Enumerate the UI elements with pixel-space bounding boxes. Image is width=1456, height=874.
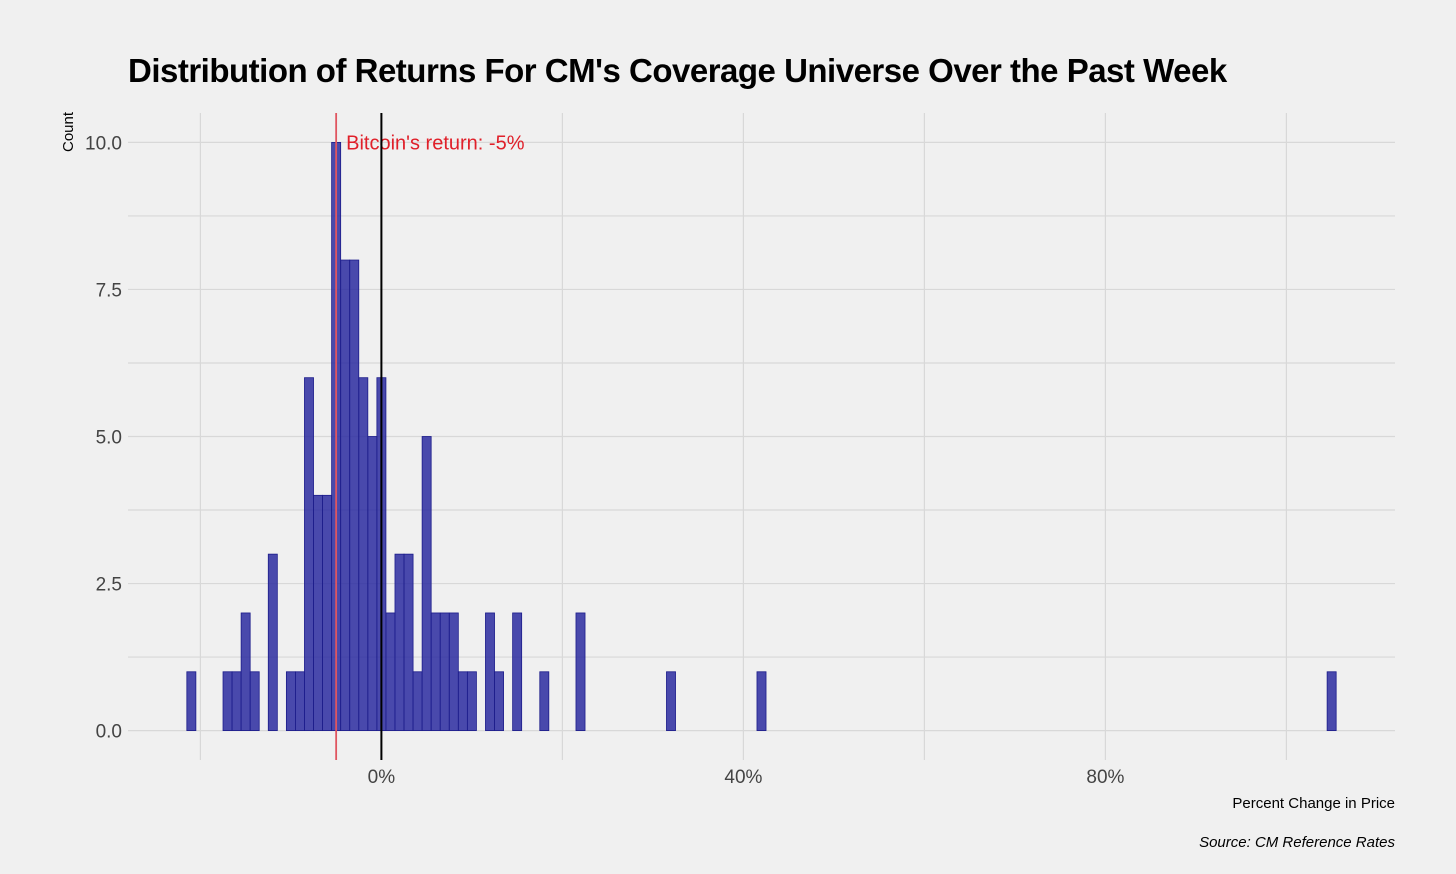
- x-axis-title: Percent Change in Price: [1232, 795, 1395, 812]
- histogram-bar: [539, 671, 550, 731]
- bitcoin-return-annotation: Bitcoin's return: -5%: [346, 132, 525, 154]
- histogram-bar: [421, 436, 432, 731]
- histogram-bar: [439, 612, 450, 731]
- histogram-bar: [485, 612, 495, 731]
- histogram-bar: [340, 259, 351, 731]
- histogram-bar: [231, 671, 242, 731]
- histogram-bar: [575, 612, 586, 731]
- histogram-bar: [394, 553, 405, 731]
- histogram-bar: [385, 612, 396, 731]
- histogram-bar: [349, 259, 360, 731]
- histogram-bar: [322, 494, 333, 731]
- y-tick-label: 0.0: [96, 722, 122, 743]
- source-caption: Source: CM Reference Rates: [1199, 834, 1395, 851]
- histogram-bar: [1326, 671, 1337, 731]
- histogram-bar: [756, 671, 767, 731]
- histogram-bar: [267, 553, 278, 731]
- histogram-bar: [249, 671, 260, 731]
- histogram-bar: [285, 671, 296, 731]
- histogram-bar: [240, 612, 251, 731]
- x-tick-label: 0%: [368, 767, 396, 788]
- histogram-bar: [313, 494, 323, 731]
- histogram-bar: [186, 671, 197, 731]
- histogram-bar: [448, 612, 459, 731]
- histogram-bar: [358, 377, 369, 731]
- histogram-bar: [222, 671, 233, 731]
- y-tick-label: 10.0: [85, 133, 122, 154]
- chart-title: Distribution of Returns For CM's Coverag…: [128, 52, 1227, 89]
- histogram-bar: [403, 553, 414, 731]
- tick-labels-layer: 0.0 2.5 5.0 7.5 10.0 0% 40% 80%: [85, 133, 1125, 788]
- y-tick-label: 7.5: [96, 280, 122, 301]
- x-tick-label: 80%: [1086, 767, 1124, 788]
- histogram-bar: [367, 436, 378, 731]
- histogram-bar: [494, 671, 504, 731]
- reference-lines-layer: Bitcoin's return: -5%: [335, 113, 525, 760]
- histogram-bar: [304, 377, 314, 731]
- histogram-bar: [457, 671, 468, 731]
- histogram-bar: [666, 671, 676, 731]
- histogram-bar: [466, 671, 477, 731]
- y-tick-label: 2.5: [96, 575, 122, 596]
- y-tick-label: 5.0: [96, 428, 122, 449]
- y-axis-title: Count: [60, 111, 77, 152]
- x-tick-label: 40%: [724, 767, 762, 788]
- histogram-bar: [412, 671, 423, 731]
- histogram-bar: [512, 612, 523, 731]
- histogram-bar: [430, 612, 441, 731]
- histogram-bar: [295, 671, 305, 731]
